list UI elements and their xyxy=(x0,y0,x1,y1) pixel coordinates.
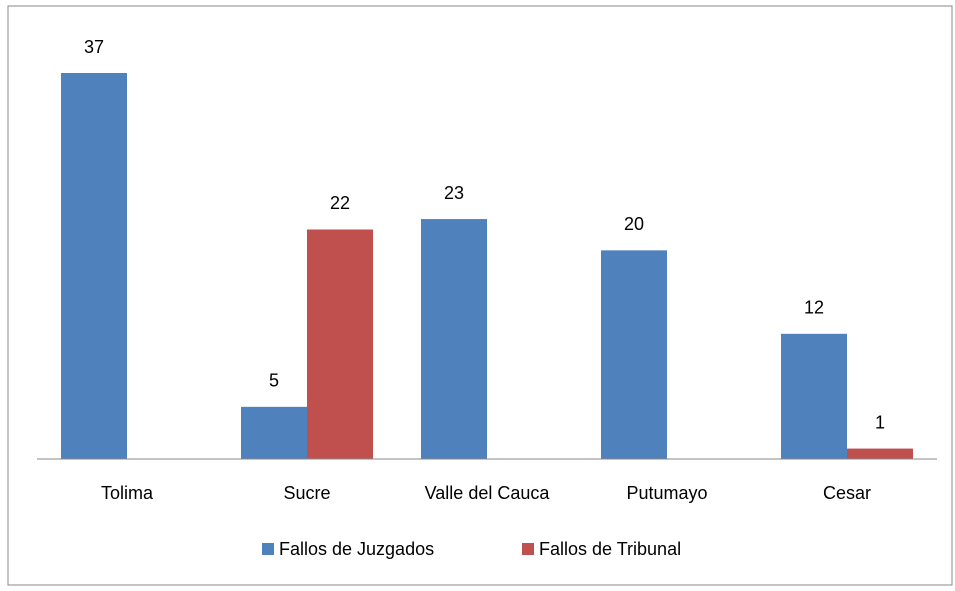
data-label: 23 xyxy=(444,183,464,203)
bar xyxy=(241,406,307,459)
legend-swatch xyxy=(522,543,534,555)
x-tick-label: Cesar xyxy=(823,483,871,503)
x-tick-label: Putumayo xyxy=(626,483,707,503)
legend-label: Fallos de Tribunal xyxy=(539,539,681,559)
bar xyxy=(421,219,487,459)
x-tick-label: Sucre xyxy=(283,483,330,503)
bar xyxy=(307,229,373,459)
bar xyxy=(61,73,127,459)
bar xyxy=(847,448,913,459)
x-tick-label: Valle del Cauca xyxy=(425,483,551,503)
bar xyxy=(601,250,667,459)
data-label: 22 xyxy=(330,193,350,213)
data-label: 20 xyxy=(624,214,644,234)
legend-label: Fallos de Juzgados xyxy=(279,539,434,559)
data-label: 1 xyxy=(875,412,885,432)
bar xyxy=(781,333,847,459)
x-tick-label: Tolima xyxy=(101,483,154,503)
legend-swatch xyxy=(262,543,274,555)
data-label: 37 xyxy=(84,37,104,57)
data-label: 5 xyxy=(269,371,279,391)
data-label: 12 xyxy=(804,298,824,318)
